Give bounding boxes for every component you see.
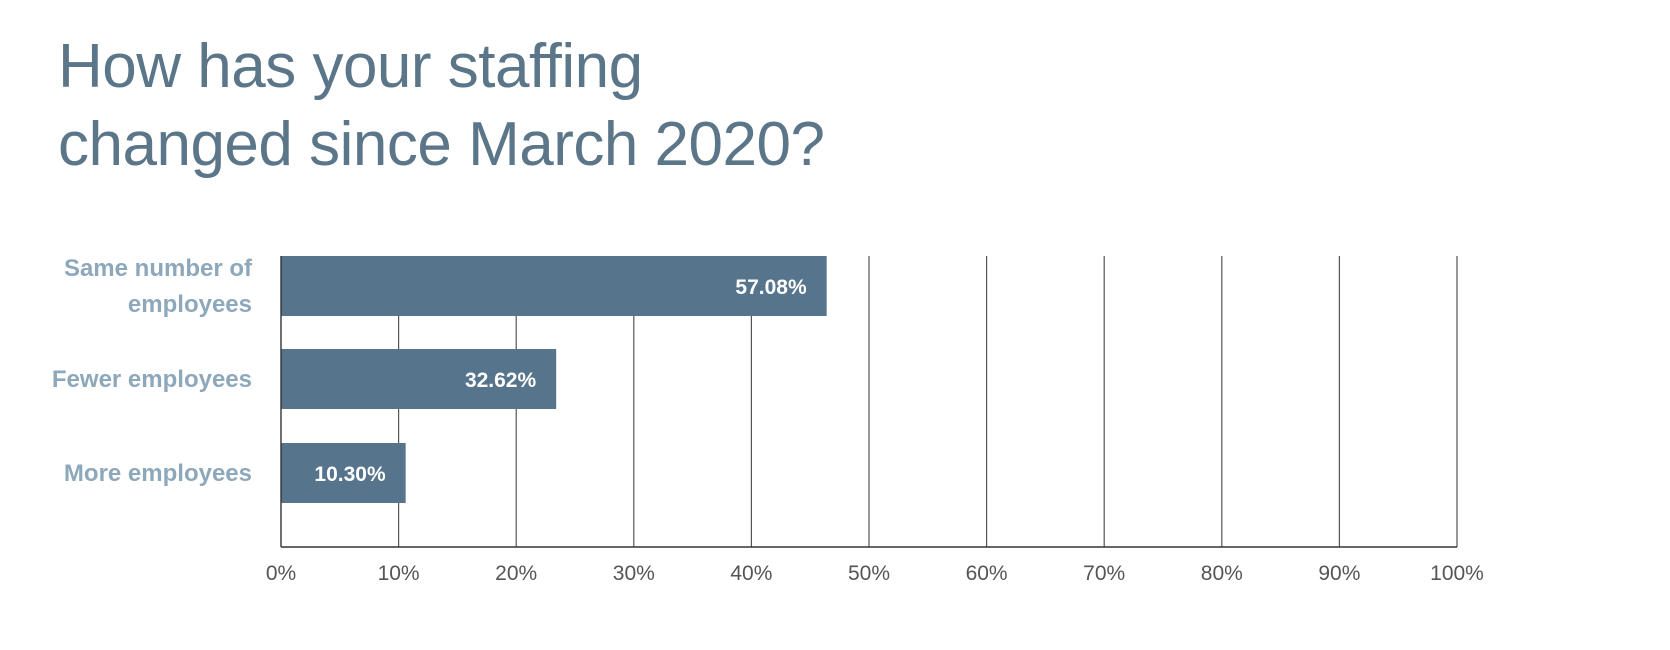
- x-tick-label: 60%: [966, 562, 1008, 585]
- x-tick-label: 0%: [266, 562, 296, 585]
- x-tick-label: 50%: [848, 562, 890, 585]
- bar: [281, 256, 827, 316]
- category-labels: Same number of employees Fewer employees Mo…: [52, 255, 253, 487]
- chart-title: How has your staffing changed since Marc…: [58, 28, 825, 184]
- chart-title-line-1: How has your staffing: [58, 32, 643, 101]
- bar: [281, 443, 406, 503]
- axes: [280, 256, 1457, 548]
- x-tick-label: 20%: [495, 562, 537, 585]
- x-tick-label: 90%: [1318, 562, 1360, 585]
- x-tick-label: 100%: [1430, 562, 1484, 585]
- bar-data-label: 10.30%: [314, 463, 386, 486]
- x-tick-label: 80%: [1201, 562, 1243, 585]
- x-tick-label: 40%: [730, 562, 772, 585]
- category-label: Fewer employees: [52, 366, 252, 393]
- x-tick-label: 10%: [378, 562, 420, 585]
- bar-data-label: 32.62%: [465, 369, 537, 392]
- category-label: employees: [128, 291, 252, 318]
- x-tick-label: 30%: [613, 562, 655, 585]
- chart-title-line-2: changed since March 2020?: [58, 110, 825, 179]
- bar: [281, 349, 557, 409]
- gridlines: [398, 256, 1458, 547]
- category-label: More employees: [64, 460, 252, 487]
- bars: 57.08% 32.62% 10.30%: [281, 256, 827, 503]
- x-tick-label: 70%: [1083, 562, 1125, 585]
- category-label: Same number of: [64, 255, 253, 282]
- bar-data-label: 57.08%: [735, 276, 807, 299]
- x-tick-labels: 0% 10% 20% 30% 40% 50% 60% 70% 80% 90% 100%: [266, 562, 1484, 585]
